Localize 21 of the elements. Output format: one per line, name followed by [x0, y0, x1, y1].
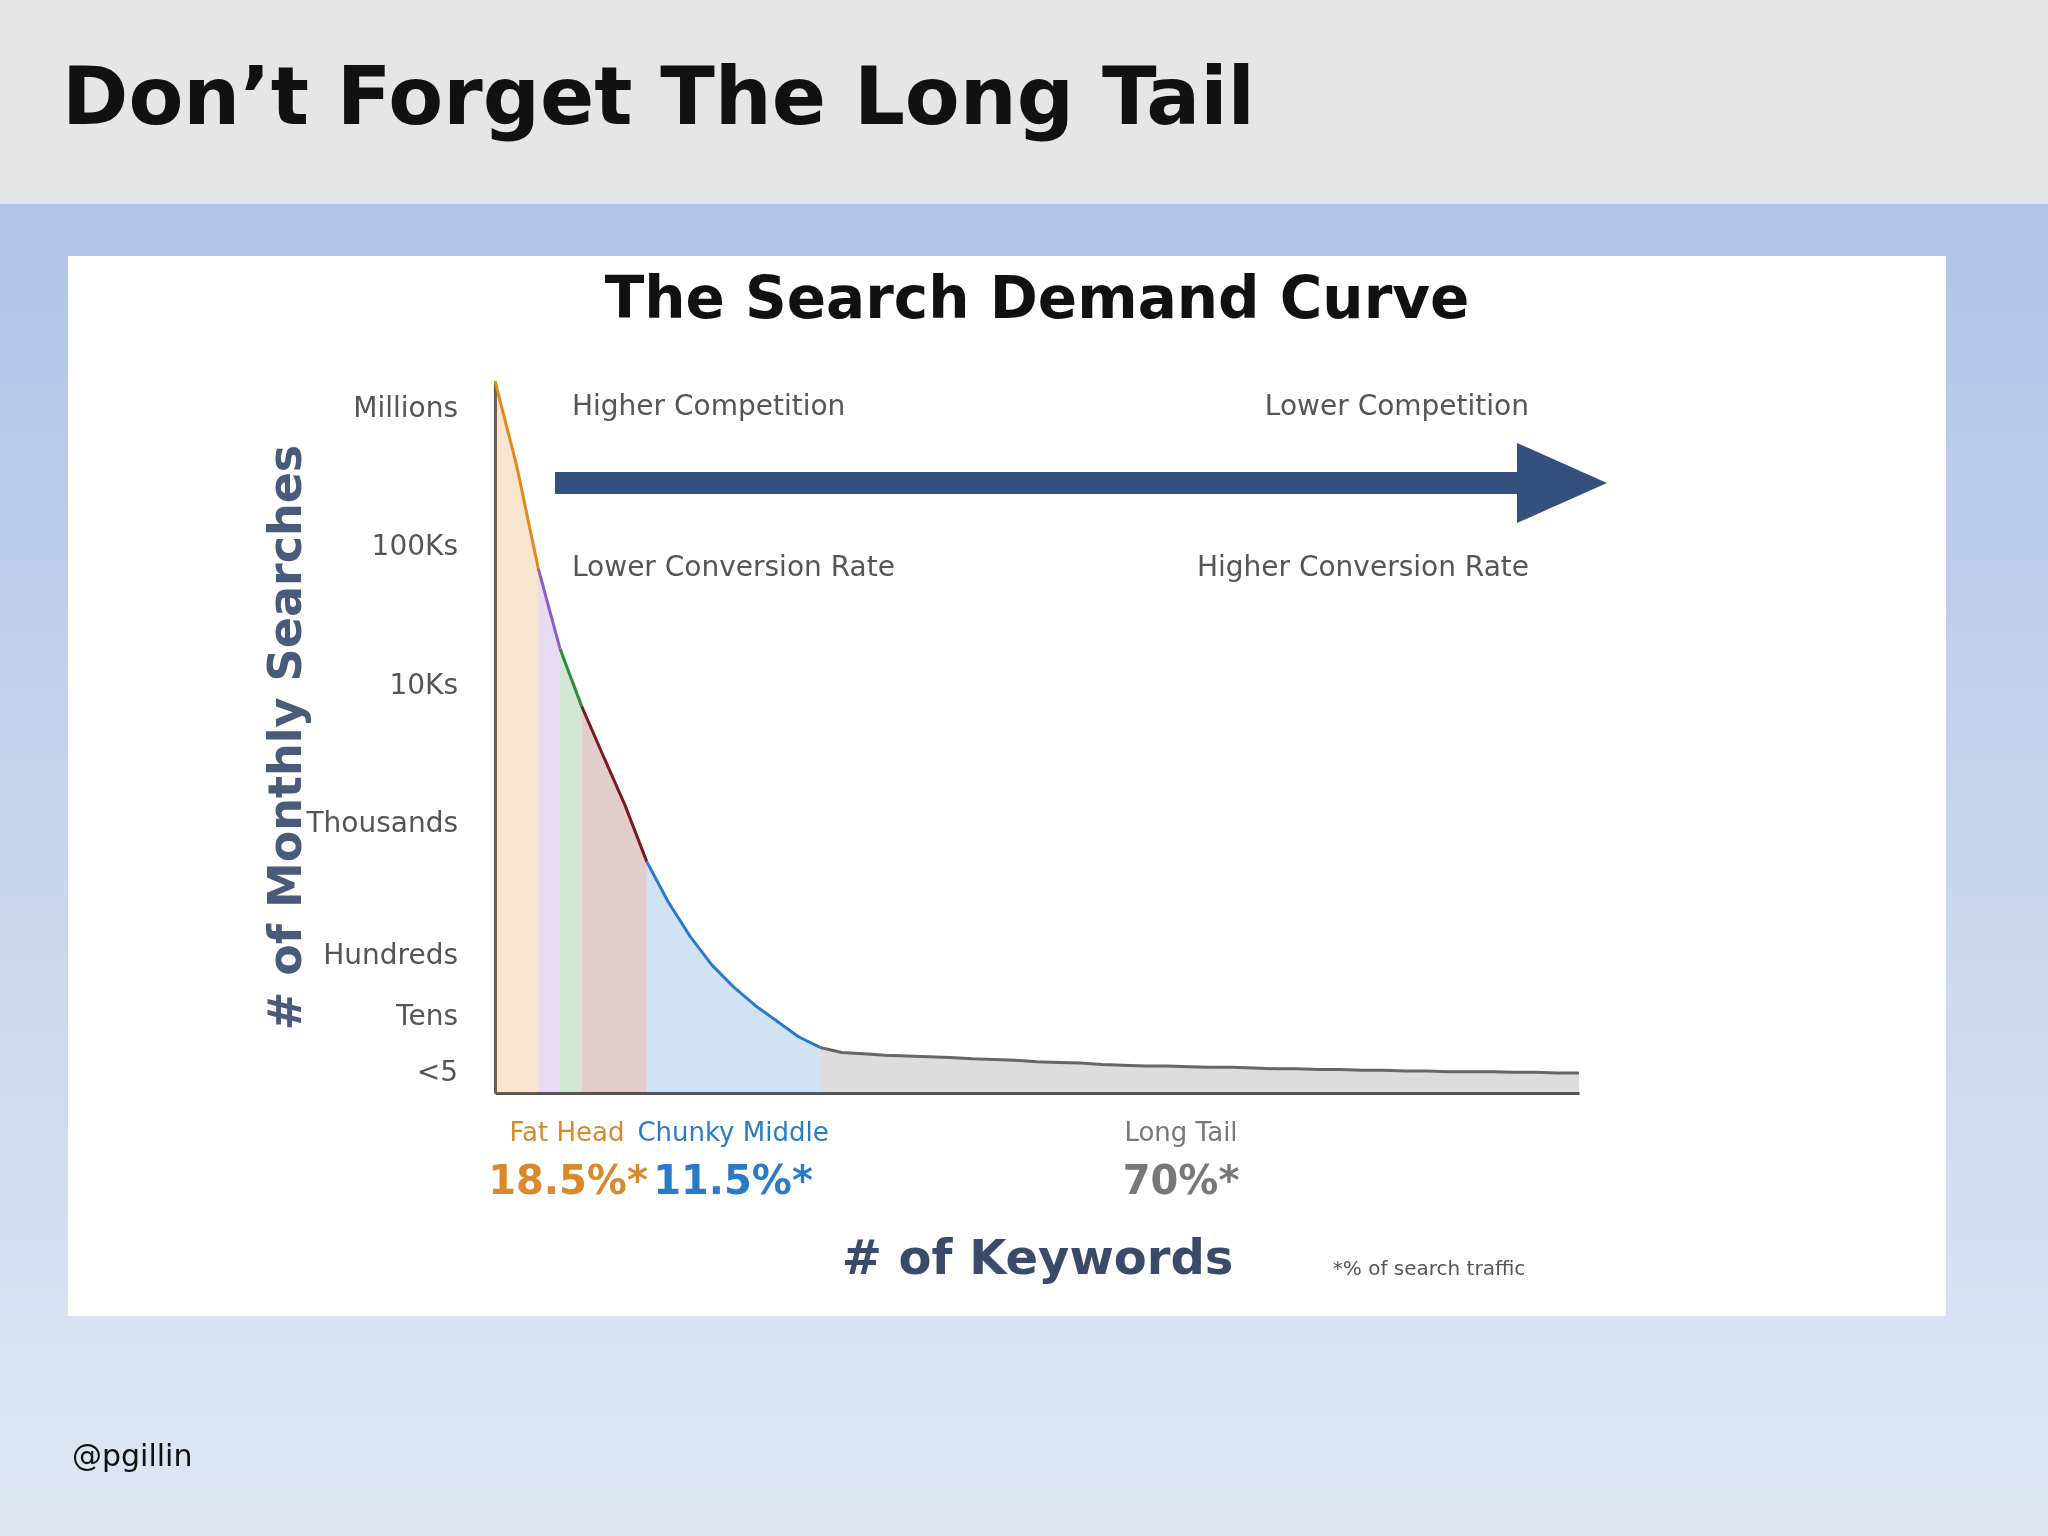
text: Hundreds: [323, 938, 458, 971]
text: Chunky Middle: [637, 1117, 829, 1147]
text: <5: [416, 1055, 458, 1088]
text: Tens: [395, 999, 458, 1032]
text: Millions: [353, 391, 458, 424]
chart-subtitle: The Search Demand Curve: [604, 263, 1470, 332]
x-axis-title: # of Keywords: [841, 1228, 1234, 1285]
annotation: Lower Conversion Rate: [572, 550, 895, 583]
text: *% of search traffic: [1332, 1256, 1526, 1280]
annotation: Lower Competition: [1264, 389, 1529, 422]
text: 10Ks: [389, 668, 458, 701]
text: 100Ks: [371, 529, 458, 562]
text: Long Tail: [1124, 1117, 1238, 1147]
chart-title: Don’t Forget The Long Tail: [62, 50, 1255, 143]
text: 70%*: [1122, 1157, 1240, 1203]
text: @pgillin: [72, 1438, 193, 1473]
annotation: Higher Conversion Rate: [1196, 550, 1529, 583]
text: Fat Head: [509, 1117, 625, 1147]
text: 18.5%*: [488, 1157, 648, 1203]
text: 11.5%*: [653, 1157, 813, 1203]
annotation: Higher Competition: [572, 389, 846, 422]
